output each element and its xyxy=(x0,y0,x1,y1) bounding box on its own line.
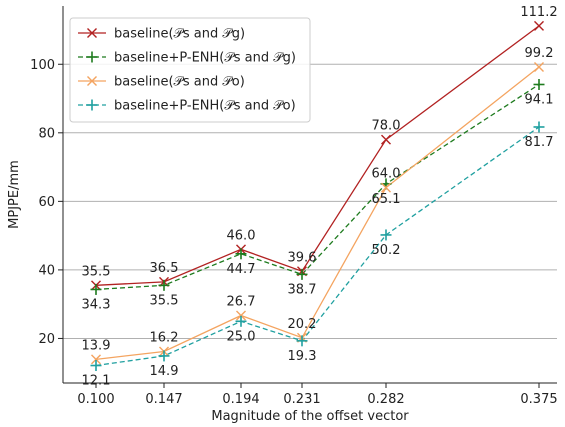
y-tick-label: 40 xyxy=(38,263,55,278)
series-line-3 xyxy=(95,66,540,360)
legend-label: baseline+P-ENH(𝒫s and 𝒫g) xyxy=(114,51,296,66)
data-label: 13.9 xyxy=(82,338,111,353)
plus-marker xyxy=(86,99,98,111)
y-axis-ticks: 20 40 60 80 100 xyxy=(30,58,63,347)
y-tick-label: 20 xyxy=(38,332,55,347)
data-label: 111.2 xyxy=(520,5,557,20)
x-tick-label: 0.375 xyxy=(520,392,557,407)
data-label: 26.7 xyxy=(227,294,256,309)
x-tick-label: 0.194 xyxy=(222,392,259,407)
data-label: 20.2 xyxy=(288,317,317,332)
data-label: 14.9 xyxy=(150,364,179,379)
data-label: 39.6 xyxy=(288,250,317,265)
legend-item-1: baseline(𝒫s and 𝒫g) xyxy=(78,27,245,42)
x-tick-label: 0.147 xyxy=(145,392,182,407)
plus-marker xyxy=(235,248,247,260)
data-label: 94.1 xyxy=(525,92,554,107)
plus-marker xyxy=(90,360,102,372)
x-marker xyxy=(87,28,97,38)
x-axis-ticks: 0.100 0.147 0.194 0.231 0.282 0.375 xyxy=(77,383,558,407)
plus-marker xyxy=(296,268,308,280)
data-label: 81.7 xyxy=(525,135,554,150)
axes xyxy=(62,6,557,384)
plus-marker xyxy=(296,335,308,347)
x-marker xyxy=(236,310,246,321)
x-tick-label: 0.231 xyxy=(283,392,320,407)
plus-marker xyxy=(533,78,545,90)
plus-marker xyxy=(380,229,392,241)
data-label: 38.7 xyxy=(288,282,317,297)
data-label: 64.0 xyxy=(372,167,401,182)
series-lines xyxy=(95,25,540,367)
legend-label: baseline(𝒫s and 𝒫o) xyxy=(114,75,245,90)
series-line-1 xyxy=(95,25,540,286)
series-markers xyxy=(90,20,545,372)
data-label: 99.2 xyxy=(525,46,554,61)
legend-item-4: baseline+P-ENH(𝒫s and 𝒫o) xyxy=(78,99,296,114)
data-label: 25.0 xyxy=(227,329,256,344)
legend-label: baseline(𝒫s and 𝒫g) xyxy=(114,27,245,42)
data-label: 12.1 xyxy=(82,374,111,389)
x-tick-label: 0.282 xyxy=(367,392,404,407)
legend: baseline(𝒫s and 𝒫g) baseline+P-ENH(𝒫s and… xyxy=(69,17,311,123)
data-label: 34.3 xyxy=(82,297,111,312)
data-label: 46.0 xyxy=(227,228,256,243)
plus-marker xyxy=(158,350,170,362)
data-label: 19.3 xyxy=(288,349,317,364)
y-tick-label: 80 xyxy=(38,126,55,141)
legend-item-3: baseline(𝒫s and 𝒫o) xyxy=(78,75,245,90)
x-axis-label: Magnitude of the offset vector xyxy=(211,409,409,424)
x-marker xyxy=(534,62,544,73)
plus-marker xyxy=(235,315,247,327)
legend-box xyxy=(69,17,311,123)
x-marker xyxy=(534,20,544,31)
x-marker xyxy=(381,134,391,145)
data-label: 50.2 xyxy=(372,243,401,258)
data-label: 44.7 xyxy=(227,262,256,277)
x-marker xyxy=(381,182,391,193)
x-tick-label: 0.100 xyxy=(77,392,114,407)
x-marker xyxy=(87,76,97,86)
legend-item-2: baseline+P-ENH(𝒫s and 𝒫g) xyxy=(78,51,296,66)
plus-marker xyxy=(86,51,98,63)
data-label: 65.1 xyxy=(372,192,401,207)
x-marker xyxy=(91,354,101,365)
data-label: 78.0 xyxy=(372,119,401,134)
data-label: 35.5 xyxy=(82,264,111,279)
y-tick-label: 100 xyxy=(30,58,55,73)
plus-marker xyxy=(158,279,170,291)
series-line-4 xyxy=(95,126,540,367)
data-label: 36.5 xyxy=(150,261,179,276)
data-label: 35.5 xyxy=(150,293,179,308)
y-axis-label: MPJPE/mm xyxy=(7,160,22,229)
plus-marker xyxy=(533,121,545,133)
legend-label: baseline+P-ENH(𝒫s and 𝒫o) xyxy=(114,99,296,114)
plus-marker xyxy=(90,283,102,295)
y-tick-label: 60 xyxy=(38,195,55,210)
data-labels: 35.5 36.5 46.0 39.6 78.0 111.2 34.3 35.5 44.7 38.… xyxy=(82,5,558,389)
data-label: 16.2 xyxy=(150,330,179,345)
